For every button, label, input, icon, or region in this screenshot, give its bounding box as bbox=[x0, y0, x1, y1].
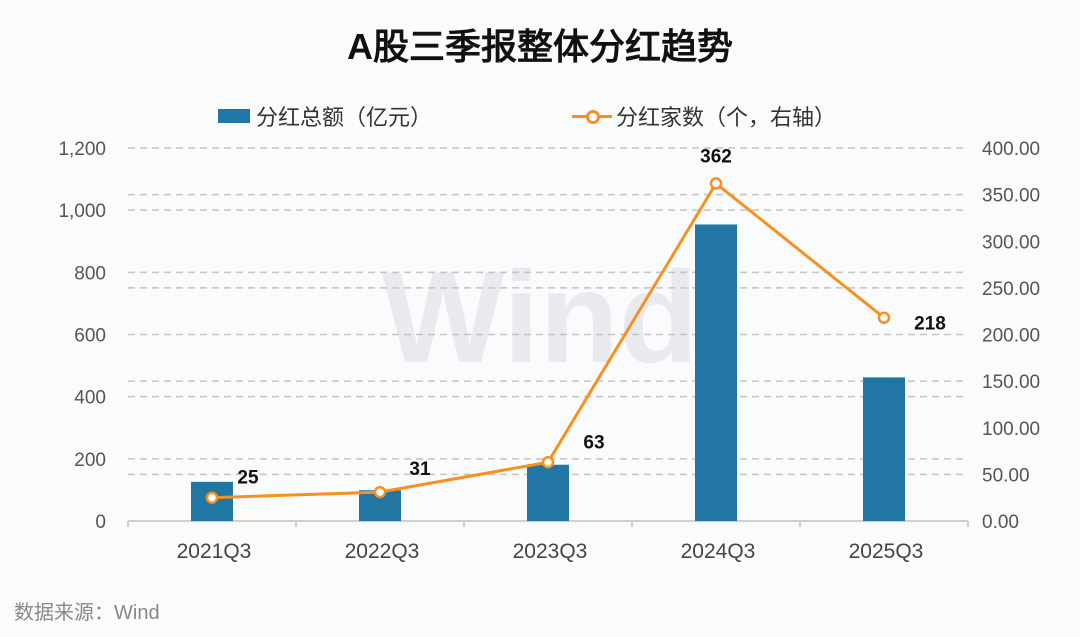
x-axis-tick-label: 2024Q3 bbox=[681, 540, 756, 563]
legend-item-line: 分红家数（个，右轴） bbox=[572, 100, 836, 132]
data-label: 218 bbox=[914, 314, 946, 335]
legend: 分红总额（亿元） 分红家数（个，右轴） bbox=[0, 100, 1080, 130]
right-axis-tick-label: 50.00 bbox=[982, 465, 1030, 486]
bar-2023Q3 bbox=[527, 464, 569, 521]
right-axis-tick-label: 150.00 bbox=[982, 372, 1040, 393]
line-point-2025Q3 bbox=[877, 311, 891, 324]
line-point-2024Q3 bbox=[709, 177, 723, 190]
data-label: 63 bbox=[583, 432, 604, 453]
bar-2024Q3 bbox=[695, 224, 737, 521]
watermark: Wind bbox=[382, 244, 699, 390]
x-axis-tick-label: 2021Q3 bbox=[177, 540, 252, 563]
right-axis-tick-label: 400.00 bbox=[982, 139, 1040, 160]
line-point-2022Q3 bbox=[373, 485, 387, 499]
left-axis-tick-label: 600 bbox=[74, 326, 106, 347]
left-axis-tick-label: 800 bbox=[74, 263, 106, 284]
right-axis-tick-label: 200.00 bbox=[982, 326, 1040, 347]
left-axis-tick-label: 1,000 bbox=[58, 201, 106, 222]
data-label: 25 bbox=[237, 468, 259, 489]
right-axis-tick-label: 0.00 bbox=[982, 512, 1019, 533]
left-axis-tick-label: 400 bbox=[74, 388, 106, 409]
right-axis-tick-label: 300.00 bbox=[982, 232, 1040, 253]
bar-2025Q3 bbox=[863, 377, 905, 521]
legend-bar-swatch bbox=[218, 109, 250, 123]
legend-line-swatch bbox=[572, 106, 612, 126]
line-point-2023Q3 bbox=[541, 456, 555, 469]
x-axis-tick-label: 2025Q3 bbox=[849, 540, 924, 563]
data-label: 31 bbox=[409, 459, 431, 480]
legend-label-bar: 分红总额（亿元） bbox=[256, 105, 433, 130]
legend-label-line: 分红家数（个，右轴） bbox=[616, 105, 837, 130]
data-label: 362 bbox=[700, 146, 732, 167]
left-axis-tick-label: 1,200 bbox=[58, 139, 106, 160]
x-axis-tick-label: 2023Q3 bbox=[513, 540, 588, 563]
source-note: 数据来源：Wind bbox=[14, 602, 160, 624]
right-axis-tick-label: 350.00 bbox=[982, 186, 1040, 207]
left-axis-tick-label: 0 bbox=[95, 512, 106, 533]
right-axis-tick-label: 250.00 bbox=[982, 279, 1040, 300]
line-point-2021Q3 bbox=[205, 491, 219, 504]
x-axis-tick-label: 2022Q3 bbox=[345, 540, 420, 563]
left-axis-tick-label: 200 bbox=[74, 450, 106, 471]
legend-item-bar: 分红总额（亿元） bbox=[218, 100, 432, 132]
right-axis-tick-label: 100.00 bbox=[982, 419, 1040, 440]
chart-title: A股三季报整体分红趋势 bbox=[347, 26, 733, 67]
